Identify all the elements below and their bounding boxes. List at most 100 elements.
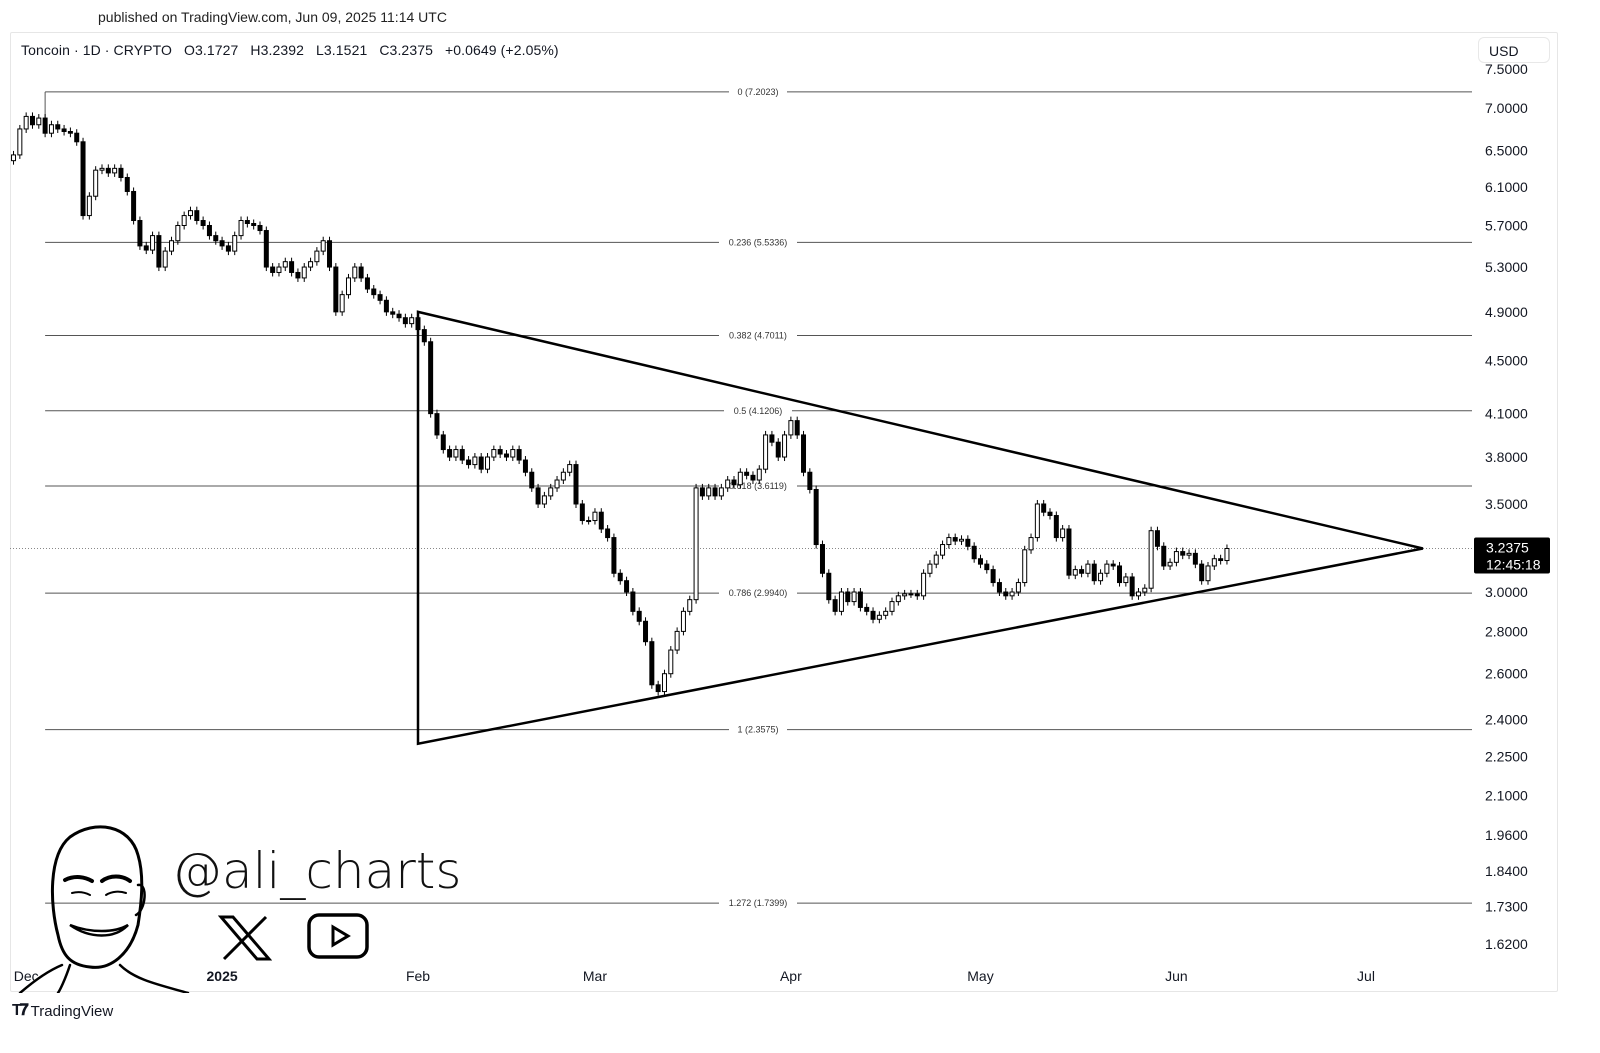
candle-bear (263, 230, 269, 268)
candle-bull (276, 266, 282, 273)
candle-bear (289, 261, 295, 273)
candle-bull (838, 591, 844, 612)
candle-bull (668, 649, 674, 675)
candle-bear (1110, 563, 1116, 567)
candle-bull (314, 250, 320, 263)
candle-bear (769, 434, 775, 443)
candle-bull (510, 449, 516, 458)
candle-bear (984, 563, 990, 571)
candle-bear (466, 459, 472, 466)
candle-bear (327, 240, 333, 268)
time-tick-label: May (967, 968, 993, 984)
candle-bull (301, 266, 307, 279)
candle-bear (643, 620, 649, 643)
candle-bull (592, 511, 598, 522)
price-tick-label: 1.8400 (1485, 863, 1528, 879)
candle-bear (118, 167, 124, 178)
candle-bear (1117, 565, 1123, 584)
candle-bear (712, 487, 718, 497)
candle-bear (624, 580, 630, 593)
candle-bear (649, 641, 655, 686)
candle-bear (845, 591, 851, 603)
candle-bear (105, 167, 111, 174)
candle-bull (11, 154, 17, 162)
youtube-icon (307, 913, 369, 959)
candle-bear (813, 488, 819, 546)
fib-label-bg (719, 587, 797, 600)
candle-bull (1211, 558, 1217, 567)
candle-bull (282, 261, 288, 268)
candle-bull (541, 495, 547, 505)
candle-bull (1022, 549, 1028, 584)
candle-bull (687, 599, 693, 612)
candle-bear (617, 572, 623, 582)
candle-bear (251, 223, 257, 227)
price-tick-label: 7.5000 (1485, 61, 1528, 77)
candle-bear (1180, 551, 1186, 556)
time-tick-label: Jul (1357, 968, 1375, 984)
candle-bear (390, 311, 396, 315)
candles (11, 112, 1230, 696)
candle-bull (345, 277, 351, 296)
price-tick-label: 3.0000 (1485, 584, 1528, 600)
candle-bear (194, 210, 200, 222)
candle-bear (750, 474, 756, 481)
candle-bull (162, 250, 168, 268)
price-tick-label: 1.9600 (1485, 827, 1528, 843)
candle-bear (731, 479, 737, 486)
candle-bull (959, 538, 965, 542)
candle-bull (661, 673, 667, 693)
symbol-name[interactable]: Toncoin · 1D · CRYPTO (21, 42, 172, 58)
candle-bull (1104, 563, 1110, 574)
candle-bull (693, 487, 699, 601)
price-tick-label: 4.1000 (1485, 406, 1528, 422)
candle-bull (567, 464, 573, 473)
candle-bear (213, 235, 219, 242)
fib-label: 0.618 (3.6119) (729, 481, 787, 491)
candle-bull (308, 261, 314, 268)
candle-bear (61, 128, 67, 133)
candle-bear (244, 220, 250, 225)
candle-bull (851, 591, 857, 603)
candle-bear (775, 441, 781, 458)
fib-label-bg (729, 85, 787, 98)
candle-bull (1098, 572, 1104, 582)
candle-bear (636, 610, 642, 622)
x-logo-icon (218, 915, 272, 961)
fib-label: 0.786 (2.9940) (729, 588, 788, 598)
price-tick-label: 2.6000 (1485, 666, 1528, 682)
candle-bear (1003, 591, 1009, 597)
candle-bear (1091, 563, 1097, 582)
tradingview-logo[interactable]: T𝟕 TradingView (12, 1002, 113, 1020)
candle-bull (112, 167, 118, 174)
candle-bull (940, 544, 946, 556)
candle-bull (1085, 563, 1091, 574)
candle-bear (605, 528, 611, 539)
candle-bull (548, 487, 554, 497)
candle-bear (396, 313, 402, 319)
price-tick-label: 5.7000 (1485, 218, 1528, 234)
candle-bull (895, 595, 901, 603)
symmetrical-triangle (416, 310, 1424, 746)
price-tag-value: 3.2375 (1486, 539, 1529, 555)
candle-bear (1041, 503, 1047, 513)
currency-button[interactable]: USD (1478, 37, 1550, 63)
candle-bear (914, 593, 920, 597)
price-tick-label: 5.3000 (1485, 259, 1528, 275)
candle-bear (200, 220, 206, 227)
price-tick-label: 6.1000 (1485, 179, 1528, 195)
ohlc-change: +0.0649 (+2.05%) (444, 42, 559, 58)
candle-bear (1129, 576, 1135, 597)
candle-bear (952, 537, 958, 542)
price-tick-label: 7.0000 (1485, 100, 1528, 116)
candle-bull (1148, 530, 1154, 589)
candle-bear (870, 610, 876, 620)
candle-bear (206, 225, 212, 237)
candle-bull (320, 240, 326, 252)
fib-label: 1 (2.3575) (737, 725, 778, 735)
candle-bear (434, 413, 440, 436)
candle-bear (333, 266, 339, 313)
price-tag-bg (1474, 537, 1550, 574)
candle-bull (23, 115, 29, 130)
